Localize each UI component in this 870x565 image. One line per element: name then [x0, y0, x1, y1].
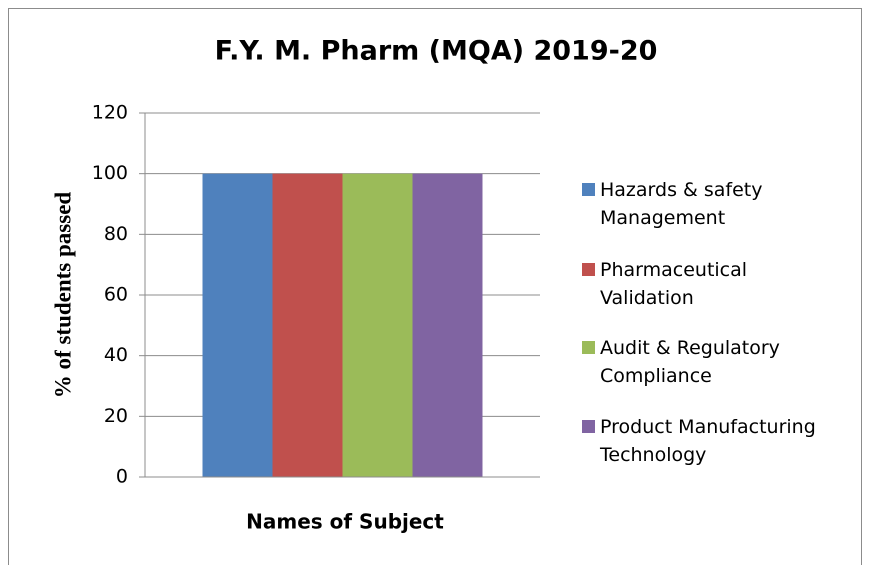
legend-item: Audit & Regulatory Compliance [582, 334, 852, 390]
legend-label: Hazards & safety Management [600, 179, 763, 229]
legend-item: Hazards & safety Management [582, 176, 852, 232]
bar [412, 173, 483, 477]
y-tick-label: 20 [104, 405, 128, 427]
y-tick-label: 60 [104, 284, 128, 306]
y-tick-label: 40 [104, 344, 128, 366]
bar [342, 173, 413, 477]
legend-item: Product Manufacturing Technology [582, 413, 852, 469]
y-tick-label: 100 [92, 162, 128, 184]
legend-swatch [582, 420, 595, 433]
legend-item: Pharmaceutical Validation [582, 256, 852, 312]
bar [272, 173, 343, 477]
chart-title: F.Y. M. Pharm (MQA) 2019-20 [215, 36, 658, 67]
legend-swatch [582, 341, 595, 354]
y-axis-label: % of students passed [50, 192, 75, 399]
legend-label: Pharmaceutical Validation [600, 259, 748, 309]
bar [202, 173, 273, 477]
y-tick-label: 80 [104, 223, 128, 245]
y-tick-label: 0 [116, 466, 128, 488]
legend-label: Audit & Regulatory Compliance [600, 337, 780, 387]
y-tick-label: 120 [92, 102, 128, 124]
legend-label: Product Manufacturing Technology [600, 416, 816, 466]
legend-swatch [582, 263, 595, 276]
x-axis-label: Names of Subject [246, 510, 444, 534]
legend-swatch [582, 183, 595, 196]
